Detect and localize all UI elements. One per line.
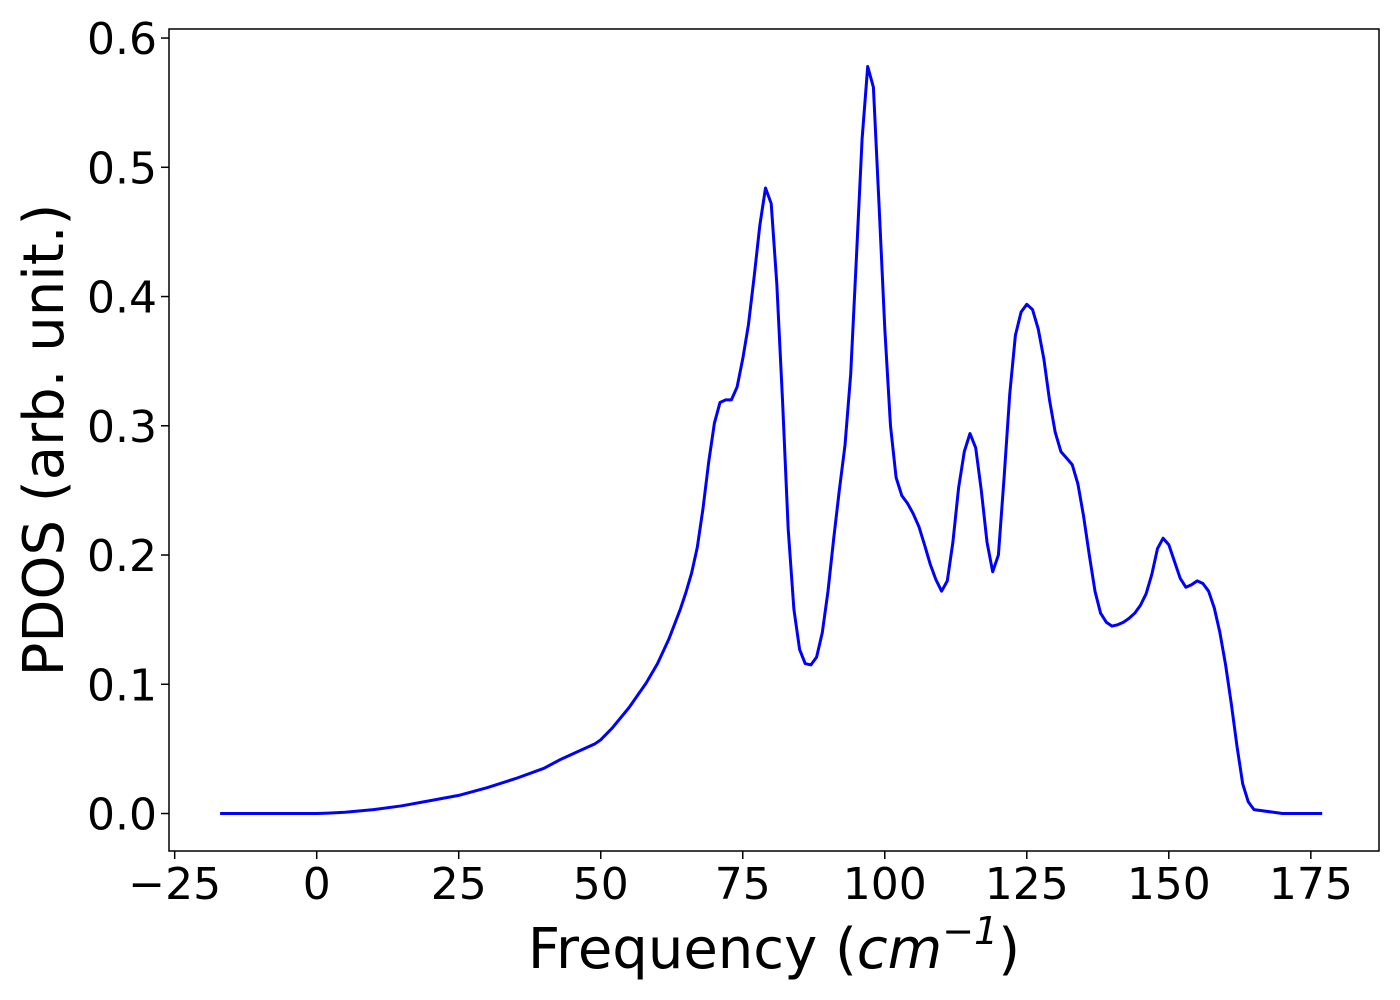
y-tick-label: 0.1 <box>87 660 157 711</box>
y-axis-title: PDOS (arb. unit.) <box>12 204 77 677</box>
pdos-series-line <box>220 65 1323 815</box>
y-tick-label: 0.6 <box>87 14 157 65</box>
x-tick-label: 75 <box>715 859 771 910</box>
x-tick-label: 125 <box>985 859 1069 910</box>
y-tick-label: 0.3 <box>87 402 157 453</box>
x-tick-label: 0 <box>303 859 331 910</box>
x-axis-ticks: −25 0 25 50 75 100 125 150 175 <box>128 851 1353 910</box>
x-tick-label: −25 <box>128 859 221 910</box>
x-tick-label: 175 <box>1269 859 1353 910</box>
y-tick-label: 0.0 <box>87 790 157 841</box>
y-tick-label: 0.2 <box>87 531 157 582</box>
y-tick-label: 0.5 <box>87 143 157 194</box>
x-axis-title: Frequency (cm−1) <box>528 909 1020 982</box>
y-axis-ticks: 0.0 0.1 0.2 0.3 0.4 0.5 0.6 <box>87 14 169 841</box>
x-tick-label: 50 <box>573 859 629 910</box>
y-tick-label: 0.4 <box>87 273 157 324</box>
x-tick-label: 25 <box>431 859 487 910</box>
x-tick-label: 100 <box>843 859 927 910</box>
plot-frame <box>168 28 1380 852</box>
x-tick-label: 150 <box>1127 859 1211 910</box>
